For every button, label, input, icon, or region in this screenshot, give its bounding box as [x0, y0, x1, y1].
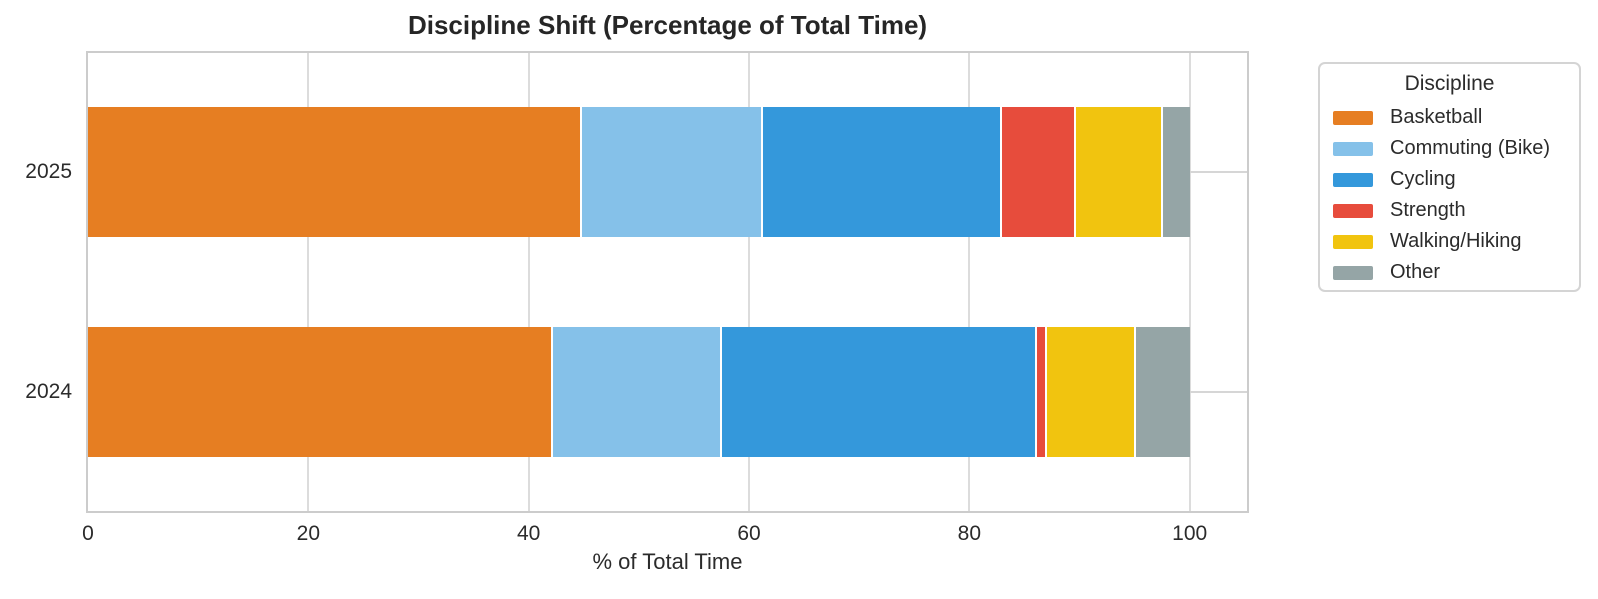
legend-label-strength: Strength — [1390, 199, 1466, 221]
bar-segment-2024-strength — [1035, 327, 1046, 457]
plot-area — [86, 51, 1249, 513]
legend-swatch-cycling — [1333, 172, 1373, 187]
bar-segment-2024-commuting-bike — [550, 327, 721, 457]
legend-entry-other: Other — [1320, 257, 1579, 288]
legend: Discipline Basketball Commuting (Bike) Cyc… — [1318, 62, 1581, 292]
bar-segment-2024-basketball — [88, 327, 551, 457]
legend-swatch-basketball — [1333, 110, 1373, 125]
legend-entries: Basketball Commuting (Bike) Cycling Strengt… — [1320, 102, 1579, 288]
legend-entry-commuting-bike: Commuting (Bike) — [1320, 133, 1579, 164]
x-tick-label-100: 100 — [1172, 522, 1208, 545]
bar-2024 — [88, 327, 1247, 457]
chart-title: Discipline Shift (Percentage of Total Ti… — [407, 10, 928, 40]
x-tick-label-60: 60 — [737, 522, 761, 545]
bar-segment-2025-strength — [1000, 107, 1075, 237]
legend-label-other: Other — [1390, 261, 1441, 283]
x-tick-label-80: 80 — [957, 522, 982, 545]
y-tick-label-2024: 2024 — [25, 380, 72, 403]
bar-segment-2025-cycling — [761, 107, 1001, 237]
bar-segment-2025-basketball — [88, 107, 581, 237]
y-tick-label-2025: 2025 — [25, 160, 72, 183]
gridline-x-20 — [307, 53, 309, 511]
x-tick-label-40: 40 — [516, 522, 541, 545]
legend-entry-strength: Strength — [1320, 195, 1579, 226]
legend-label-commuting-bike: Commuting (Bike) — [1390, 137, 1551, 159]
gridline-x-60 — [748, 53, 750, 511]
bar-segment-2025-other — [1161, 107, 1190, 237]
legend-label-cycling: Cycling — [1390, 168, 1456, 190]
bar-segment-2024-walking-hiking — [1045, 327, 1134, 457]
legend-label-walking-hiking: Walking/Hiking — [1390, 230, 1522, 252]
x-tick-label-0: 0 — [82, 522, 94, 545]
legend-entry-basketball: Basketball — [1320, 102, 1579, 133]
legend-entry-cycling: Cycling — [1320, 164, 1579, 195]
bar-segment-2024-other — [1133, 327, 1190, 457]
bar-2025 — [88, 107, 1247, 237]
gridline-x-100 — [1189, 53, 1191, 511]
legend-swatch-walking-hiking — [1333, 234, 1373, 249]
gridline-x-40 — [528, 53, 530, 511]
legend-title: Discipline — [1404, 72, 1495, 95]
bar-segment-2024-cycling — [720, 327, 1036, 457]
bar-segment-2025-commuting-bike — [580, 107, 762, 237]
legend-swatch-other — [1333, 265, 1373, 280]
legend-entry-walking-hiking: Walking/Hiking — [1320, 226, 1579, 257]
legend-swatch-commuting-bike — [1333, 141, 1373, 156]
gridline-x-80 — [968, 53, 970, 511]
legend-label-basketball: Basketball — [1390, 106, 1483, 128]
x-axis-label: % of Total Time — [592, 549, 743, 574]
legend-swatch-strength — [1333, 203, 1373, 218]
bar-segment-2025-walking-hiking — [1074, 107, 1162, 237]
x-tick-label-20: 20 — [296, 522, 321, 545]
